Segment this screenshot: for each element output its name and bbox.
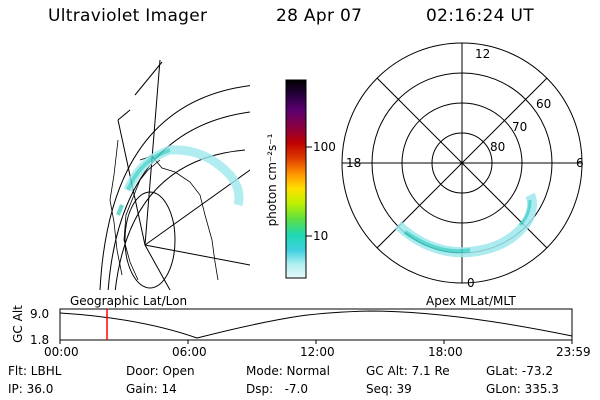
coastline <box>109 139 219 281</box>
timeline-x-tick-1: 06:00 <box>172 345 207 359</box>
time-label: 02:16:24 UT <box>426 6 534 26</box>
timeline-y-tick-min: 1.8 <box>30 333 50 347</box>
lat-label-80: 80 <box>490 140 506 154</box>
info-mode: Mode: Normal <box>246 364 330 378</box>
limb <box>117 109 131 121</box>
info-door: Door: Open <box>126 364 195 378</box>
aurora-emission-geo <box>116 145 244 216</box>
timeline-x-tick-4: 23:59 <box>556 345 591 359</box>
timeline-y-label: GC Alt <box>11 305 25 343</box>
colorbar-tick-100: 100 <box>313 140 336 154</box>
lat-arc <box>99 85 250 290</box>
lat-ring <box>124 191 176 289</box>
info-gain: Gain: 14 <box>126 382 177 396</box>
mlt-label-0: 0 <box>467 276 475 290</box>
mlt-label-18: 18 <box>346 156 362 170</box>
altitude-curve <box>59 310 573 339</box>
info-glat: GLat: -73.2 <box>486 364 553 378</box>
info-glon: GLon: 335.3 <box>486 382 559 396</box>
mlt-line-diag <box>376 77 548 249</box>
mlt-label-6: 6 <box>576 156 584 170</box>
meridian <box>144 244 171 290</box>
info-seq: Seq: 39 <box>366 382 412 396</box>
info-gc-alt: GC Alt: 7.1 Re <box>366 364 450 378</box>
lat-label-60: 60 <box>536 97 552 111</box>
lat-label-70: 70 <box>512 120 528 134</box>
timeline-y-tick-max: 9.0 <box>30 307 50 321</box>
info-ip: IP: 36.0 <box>8 382 54 396</box>
timeline-x-tick-2: 12:00 <box>300 345 335 359</box>
mlt-label-12: 12 <box>475 47 491 61</box>
colorbar-scale <box>285 79 307 279</box>
meridian <box>144 60 161 246</box>
geo-panel-label: Geographic Lat/Lon <box>70 294 188 308</box>
timeline-x-tick-3: 18:00 <box>428 345 463 359</box>
aurora-emission-polar <box>394 192 538 258</box>
info-filter: Flt: LBHL <box>8 364 62 378</box>
date-label: 28 Apr 07 <box>276 6 363 26</box>
lat-arc <box>114 149 246 290</box>
instrument-title: Ultraviolet Imager <box>48 6 208 26</box>
timeline-x-tick-0: 00:00 <box>44 345 79 359</box>
limb <box>134 61 163 96</box>
info-dsp: Dsp: -7.0 <box>246 382 309 396</box>
meridian <box>144 244 250 266</box>
colorbar-tick-10: 10 <box>313 229 329 243</box>
polar-panel-label: Apex MLat/MLT <box>426 294 516 308</box>
